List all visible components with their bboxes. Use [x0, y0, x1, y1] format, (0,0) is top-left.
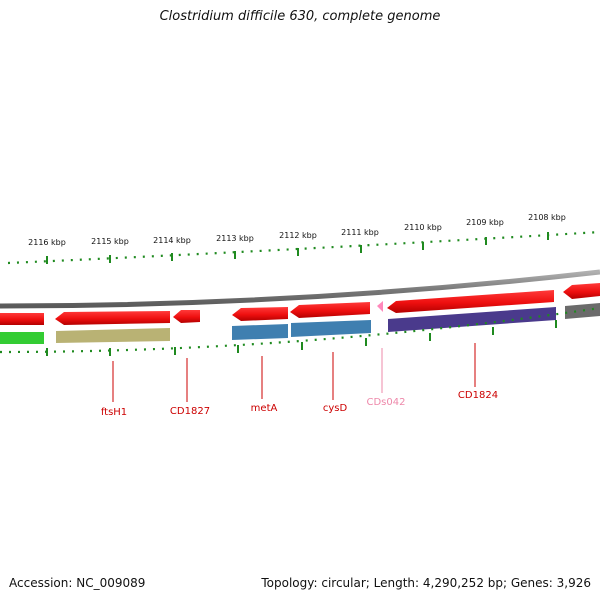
feature-block-blue: [232, 324, 288, 340]
cds-arrow-faint: [377, 301, 383, 312]
cds-arrow: [563, 283, 600, 299]
scale-label: 2112 kbp: [279, 231, 317, 240]
footer-accession: Accession: NC_009089: [9, 576, 146, 590]
scale-label: 2109 kbp: [466, 218, 504, 227]
scale-label: 2116 kbp: [28, 238, 66, 247]
feature-track: [0, 303, 600, 344]
feature-block-green: [0, 332, 44, 344]
inner-major-ticks: [46, 320, 557, 356]
genome-backbone: [0, 269, 600, 309]
cds-arrow: [387, 290, 554, 313]
scale-label: 2110 kbp: [404, 223, 442, 232]
feature-block-purple: [388, 307, 556, 332]
outer-tick-ring: [7, 230, 600, 265]
cds-arrow: [0, 313, 44, 325]
map-title: Clostridium difficile 630, complete geno…: [159, 9, 441, 24]
feature-block-olive: [56, 328, 170, 343]
scale-label: 2115 kbp: [91, 237, 129, 246]
scale-label: 2108 kbp: [528, 213, 566, 222]
outer-major-ticks: [46, 232, 549, 264]
gene-leaders: [112, 343, 476, 402]
cds-arrow: [55, 311, 170, 325]
cds-arrow: [232, 307, 288, 321]
gene-label-cysD: cysD: [323, 403, 348, 414]
forward-cds-track: [0, 283, 600, 325]
gene-label-metA: metA: [251, 403, 278, 414]
scale-label: 2113 kbp: [216, 234, 254, 243]
cds-arrow: [173, 310, 200, 323]
gene-label-ftsH1: ftsH1: [101, 407, 127, 418]
scale-label: 2114 kbp: [153, 236, 191, 245]
gene-labels: ftsH1 CD1827 metA cysD CDs042 CD1824: [101, 390, 498, 418]
feature-block-blue: [291, 320, 371, 337]
gene-label-CD1827: CD1827: [170, 406, 210, 417]
scale-label: 2111 kbp: [341, 228, 379, 237]
cds-arrow: [290, 302, 370, 318]
gene-label-CD1824: CD1824: [458, 390, 498, 401]
footer-genome-stats: Topology: circular; Length: 4,290,252 bp…: [261, 576, 591, 590]
scale-labels: 2116 kbp 2115 kbp 2114 kbp 2113 kbp 2112…: [28, 213, 566, 247]
gene-label-CDs042: CDs042: [367, 397, 406, 408]
feature-block-gray: [565, 303, 600, 319]
